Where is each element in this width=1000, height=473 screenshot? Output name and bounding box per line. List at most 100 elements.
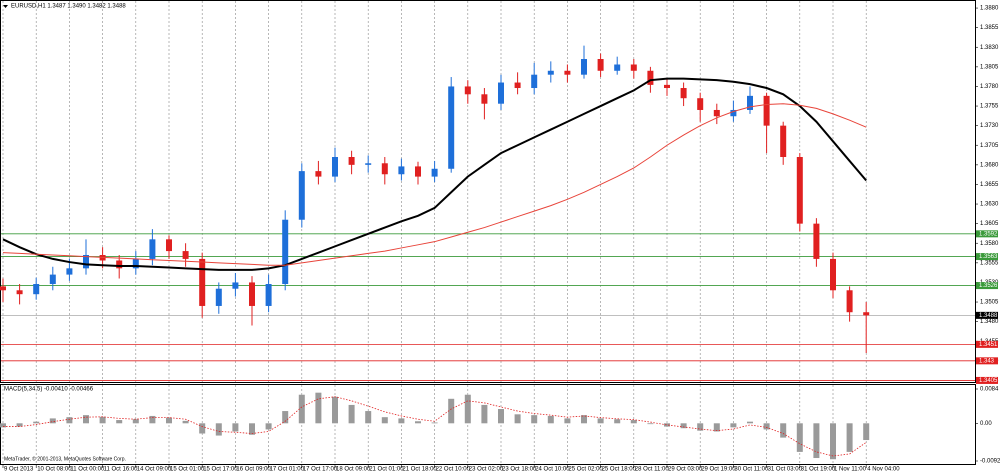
x-tick-label: 30 Oct 11:00 <box>734 467 769 473</box>
candle-body <box>332 157 338 177</box>
macd-bar <box>49 418 56 424</box>
macd-bar <box>0 423 6 428</box>
candle-body <box>747 95 753 110</box>
macd-bar <box>630 420 637 424</box>
y-tick-label: 1.3480 <box>980 319 999 325</box>
y-tick-label: 1.3780 <box>980 84 999 90</box>
x-tick-label: 29 Oct 03:00 <box>668 467 703 473</box>
x-tick-label: 24 Oct 10:00 <box>535 467 570 473</box>
level-label: 1.3405 <box>979 378 998 384</box>
candle-body <box>813 223 820 259</box>
candle-body <box>564 70 571 75</box>
y-tick-label: 1.3755 <box>980 104 999 110</box>
y-tick-label: 1.3580 <box>980 241 999 247</box>
x-tick-label: 29 Oct 19:00 <box>701 467 736 473</box>
macd-bar <box>448 398 455 424</box>
menu-arrow[interactable] <box>3 5 8 8</box>
candle-body <box>149 239 156 259</box>
macd-bar <box>614 419 621 424</box>
x-tick-label: 11 Oct 16:00 <box>104 467 139 473</box>
candle-body <box>381 163 388 175</box>
candle-body <box>66 268 73 275</box>
y-tick-label: 0.00 <box>980 421 992 427</box>
level-label: 1.3451 <box>979 342 998 348</box>
candle-body <box>265 284 272 306</box>
candle-body <box>298 171 305 220</box>
candle-body <box>232 282 239 289</box>
macd-bar <box>664 423 670 427</box>
price-title: EURUSD,H1 1.3487 1.3490 1.3482 1.3488 <box>11 4 126 10</box>
level-tag <box>976 357 998 365</box>
macd-panel <box>0 384 976 465</box>
macd-bar <box>282 411 289 424</box>
candle-body <box>581 59 587 75</box>
candle-body <box>531 74 538 89</box>
candle-body <box>116 260 123 269</box>
candle-body <box>415 166 421 177</box>
candle-body <box>730 109 737 117</box>
level-label: 1.3592 <box>979 231 998 237</box>
macd-bar <box>813 423 820 459</box>
candle-body <box>713 109 720 117</box>
macd-bar <box>66 417 73 424</box>
candle-body <box>830 258 836 291</box>
moving-average <box>2 103 867 266</box>
candle-body <box>846 290 853 313</box>
candle-body <box>680 88 687 99</box>
macd-bar <box>863 423 870 441</box>
price-tag <box>976 311 998 319</box>
candle-body <box>215 288 222 306</box>
macd-bar <box>132 419 139 424</box>
macd-bar <box>381 417 388 424</box>
macd-bar <box>33 421 40 424</box>
candle-body <box>132 258 139 269</box>
x-tick-label: 17 Oct 17:00 <box>303 467 338 473</box>
y-tick-label: 1.3730 <box>980 123 999 129</box>
macd-bar <box>680 423 687 429</box>
candle-body <box>0 286 6 291</box>
candle-body <box>547 70 554 75</box>
y-tick-label: 1.3680 <box>980 162 999 168</box>
macd-bar <box>265 423 272 430</box>
copyright: MetaTrader, © 2001-2013, MetaQuotes Soft… <box>4 455 126 462</box>
x-tick-label: 16 Oct 09:00 <box>236 467 271 473</box>
y-tick-label: 1.3805 <box>980 64 999 70</box>
y-tick-label: 0.0084 <box>980 387 999 393</box>
macd-bar <box>16 423 23 427</box>
x-tick-label: 31 Oct 19:00 <box>801 467 836 473</box>
candle-body <box>464 86 471 95</box>
macd-bar <box>398 418 405 424</box>
macd-bar <box>249 423 255 435</box>
macd-bar <box>581 415 587 424</box>
x-tick-label: 23 Oct 18:00 <box>502 467 537 473</box>
signal-line <box>3 396 867 457</box>
macd-bar <box>215 423 222 436</box>
macd-bar <box>597 418 604 424</box>
level-label: 1.3563 <box>979 254 998 260</box>
candle-body <box>498 82 504 104</box>
x-tick-label: 1 Nov 11:00 <box>834 467 867 473</box>
macd-bar <box>730 423 737 428</box>
macd-bar <box>846 423 853 452</box>
candle-body <box>647 70 654 85</box>
macd-bar <box>796 423 803 452</box>
candle-body <box>630 64 637 71</box>
macd-title: MACD(5,34,5) -0.00410 -0.00466 <box>4 387 94 393</box>
candle-body <box>863 312 870 316</box>
y-tick-label: 1.3880 <box>980 6 999 12</box>
candle-body <box>780 125 787 158</box>
candle-body <box>514 82 521 89</box>
candle-body <box>348 157 355 165</box>
x-tick-label: 31 Oct 03:00 <box>768 467 803 473</box>
macd-bar <box>149 415 156 424</box>
candle-body <box>431 168 438 177</box>
x-tick-label: 15 Oct 17:00 <box>203 467 238 473</box>
candle-body <box>249 282 255 306</box>
y-tick-label: 1.3605 <box>980 221 999 227</box>
x-tick-label: 25 Oct 02:00 <box>568 467 603 473</box>
macd-bar <box>83 415 89 424</box>
macd-bar <box>464 394 471 424</box>
x-tick-label: 14 Oct 09:00 <box>137 467 172 473</box>
macd-bar <box>547 415 554 424</box>
moving-average <box>2 77 867 271</box>
